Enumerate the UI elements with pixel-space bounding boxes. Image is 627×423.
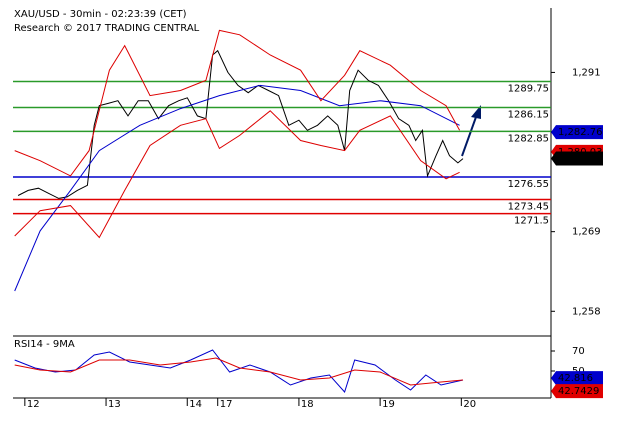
y-tick-label: 70 [572,346,585,357]
series-line [14,84,460,292]
x-tick-label: 14 [189,399,202,410]
level-label: 1289.75 [508,83,549,94]
price-tag-label: 42.816 [558,373,593,384]
series-line [17,49,464,199]
level-label: 1271.5 [514,216,549,227]
price-tag [551,371,603,386]
level-label: 1273.45 [508,201,549,212]
price-tag [551,384,603,399]
x-tick-label: 18 [301,399,314,410]
y-tick-label: 1,269 [572,227,601,238]
chart-title: XAU/USD - 30min - 02:23:39 (CET) [14,9,187,20]
y-tick-label: 1,291 [572,67,601,78]
x-tick-label: 17 [220,399,233,410]
x-tick-label: 20 [463,399,476,410]
y-tick-label: 1,258 [572,306,601,317]
rsi-title: RSI14 - 9MA [14,339,75,350]
series-line [14,357,464,386]
series-line [14,29,461,177]
level-label: 1276.55 [508,179,549,190]
series-line [14,110,460,239]
level-label: 1282.85 [508,133,549,144]
x-tick-label: 19 [382,399,395,410]
level-label: 1286.15 [508,110,549,121]
price-tag [551,125,603,140]
price-tag-label: 42.7429 [558,386,599,397]
x-tick-label: 13 [108,399,121,410]
series-line [14,349,464,393]
forecast-arrowhead [471,105,481,119]
price-tag [551,151,603,166]
chart-subtitle: Research © 2017 TRADING CENTRAL [14,23,200,34]
price-tag-label: 1,279.1 [558,154,596,165]
x-tick-label: 12 [27,399,40,410]
price-tag-label: 1,282.76 [558,127,603,138]
forecast-arrow [461,116,477,157]
